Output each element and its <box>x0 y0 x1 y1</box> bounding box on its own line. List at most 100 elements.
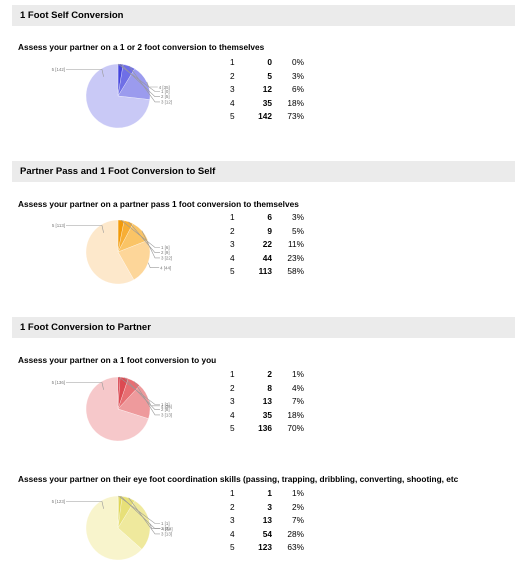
option-label: 1 <box>230 57 235 67</box>
option-label: 5 <box>230 266 235 276</box>
response-percent: 63% <box>287 542 304 552</box>
response-row: 1 1 1% <box>230 487 304 501</box>
leader-line <box>128 497 160 535</box>
slice-label: 3 [13] <box>161 412 172 417</box>
slice-label: 4 [44] <box>160 266 171 271</box>
leader-line <box>123 377 160 410</box>
leader-line <box>146 81 158 88</box>
response-count: 13 <box>262 515 272 525</box>
response-count: 9 <box>267 225 272 236</box>
response-percent: 2% <box>292 501 304 512</box>
response-row: 5 123 63% <box>230 541 304 555</box>
response-percent: 58% <box>287 266 304 276</box>
option-label: 4 <box>230 409 235 420</box>
option-label: 2 <box>230 382 235 393</box>
response-row: 2 9 5% <box>230 225 304 239</box>
leader-line <box>120 63 160 97</box>
response-row: 3 13 7% <box>230 514 304 528</box>
slice-label: 5 [123] <box>52 499 65 504</box>
pie-chart: 1 [0]2 [5]3 [12] 4 [35] 5 [142] <box>52 63 172 129</box>
response-count: 13 <box>262 396 272 406</box>
leader-line <box>148 400 160 407</box>
slice-label: 3 [12] <box>161 99 172 104</box>
response-count: 5 <box>267 70 272 81</box>
pie-slice <box>85 495 143 561</box>
response-row: 4 44 23% <box>230 252 304 266</box>
option-label: 3 <box>230 396 235 406</box>
response-row: 2 3 2% <box>230 501 304 515</box>
slice-label: 4 [54] <box>162 526 173 531</box>
slice-label: 1 [2] <box>161 402 170 407</box>
response-row: 4 35 18% <box>230 97 304 111</box>
response-row: 4 35 18% <box>230 409 304 423</box>
response-percent: 4% <box>292 382 304 393</box>
response-row: 1 6 3% <box>230 211 304 225</box>
option-label: 3 <box>230 239 235 249</box>
option-label: 5 <box>230 542 235 552</box>
slice-label: 3 [22] <box>161 255 172 260</box>
option-label: 4 <box>230 528 235 539</box>
response-percent: 70% <box>287 423 304 433</box>
response-row: 1 2 1% <box>230 368 304 382</box>
pie-slice <box>85 219 135 285</box>
slice-label: 4 [35] <box>161 404 172 409</box>
response-table: 1 6 3% 2 9 5% 3 22 11% 4 44 23% 5 113 58% <box>230 211 304 279</box>
option-label: 3 <box>230 515 235 525</box>
response-count: 0 <box>267 57 272 67</box>
response-percent: 7% <box>292 515 304 525</box>
response-percent: 7% <box>292 396 304 406</box>
response-count: 113 <box>258 266 272 276</box>
slice-label: 1 [6] <box>161 245 170 250</box>
response-percent: 6% <box>292 84 304 94</box>
response-row: 1 0 0% <box>230 56 304 70</box>
response-percent: 1% <box>292 369 304 379</box>
response-percent: 0% <box>292 57 304 67</box>
option-label: 4 <box>230 97 235 108</box>
pie-chart: 1 [2]2 [8]3 [13] 4 [35] 5 [136] <box>52 376 172 442</box>
pie-slice <box>85 376 149 442</box>
response-row: 3 12 6% <box>230 83 304 97</box>
response-percent: 3% <box>292 212 304 222</box>
option-label: 5 <box>230 423 235 433</box>
response-percent: 1% <box>292 488 304 498</box>
response-count: 35 <box>262 409 272 420</box>
response-percent: 28% <box>287 528 304 539</box>
response-row: 4 54 28% <box>230 528 304 542</box>
response-count: 2 <box>267 369 272 379</box>
response-row: 3 22 11% <box>230 238 304 252</box>
leader-line <box>120 219 160 248</box>
response-count: 1 <box>267 488 272 498</box>
question-text: Assess your partner on their eye foot co… <box>18 474 459 484</box>
response-percent: 5% <box>292 225 304 236</box>
slice-label: 1 [1] <box>161 521 170 526</box>
response-row: 5 142 73% <box>230 110 304 124</box>
question-text: Assess your partner on a 1 foot conversi… <box>18 355 217 365</box>
leader-line <box>128 221 160 253</box>
response-percent: 18% <box>287 409 304 420</box>
leader-line <box>66 501 104 509</box>
slice-label: 1 [0] <box>161 89 170 94</box>
slice-label: 4 [35] <box>159 85 170 90</box>
slice-label: 5 [142] <box>52 67 65 72</box>
leader-line <box>128 65 160 103</box>
option-label: 2 <box>230 70 235 81</box>
response-row: 2 5 3% <box>230 70 304 84</box>
leader-line <box>66 225 104 233</box>
response-percent: 73% <box>287 111 304 121</box>
slice-label: 5 [113] <box>52 223 65 228</box>
section-header: 1 Foot Self Conversion <box>12 5 515 26</box>
response-count: 3 <box>267 501 272 512</box>
slice-label: 2 [5] <box>161 94 170 99</box>
response-table: 1 1 1% 2 3 2% 3 13 7% 4 54 28% 5 123 63% <box>230 487 304 555</box>
question-text: Assess your partner on a partner pass 1 … <box>18 199 299 209</box>
response-count: 136 <box>258 423 272 433</box>
response-count: 54 <box>262 528 272 539</box>
option-label: 1 <box>230 369 235 379</box>
option-label: 3 <box>230 84 235 94</box>
response-count: 44 <box>262 252 272 263</box>
leader-line <box>66 382 104 390</box>
leader-line <box>120 495 160 529</box>
response-row: 5 136 70% <box>230 422 304 436</box>
option-label: 5 <box>230 111 235 121</box>
response-percent: 3% <box>292 70 304 81</box>
